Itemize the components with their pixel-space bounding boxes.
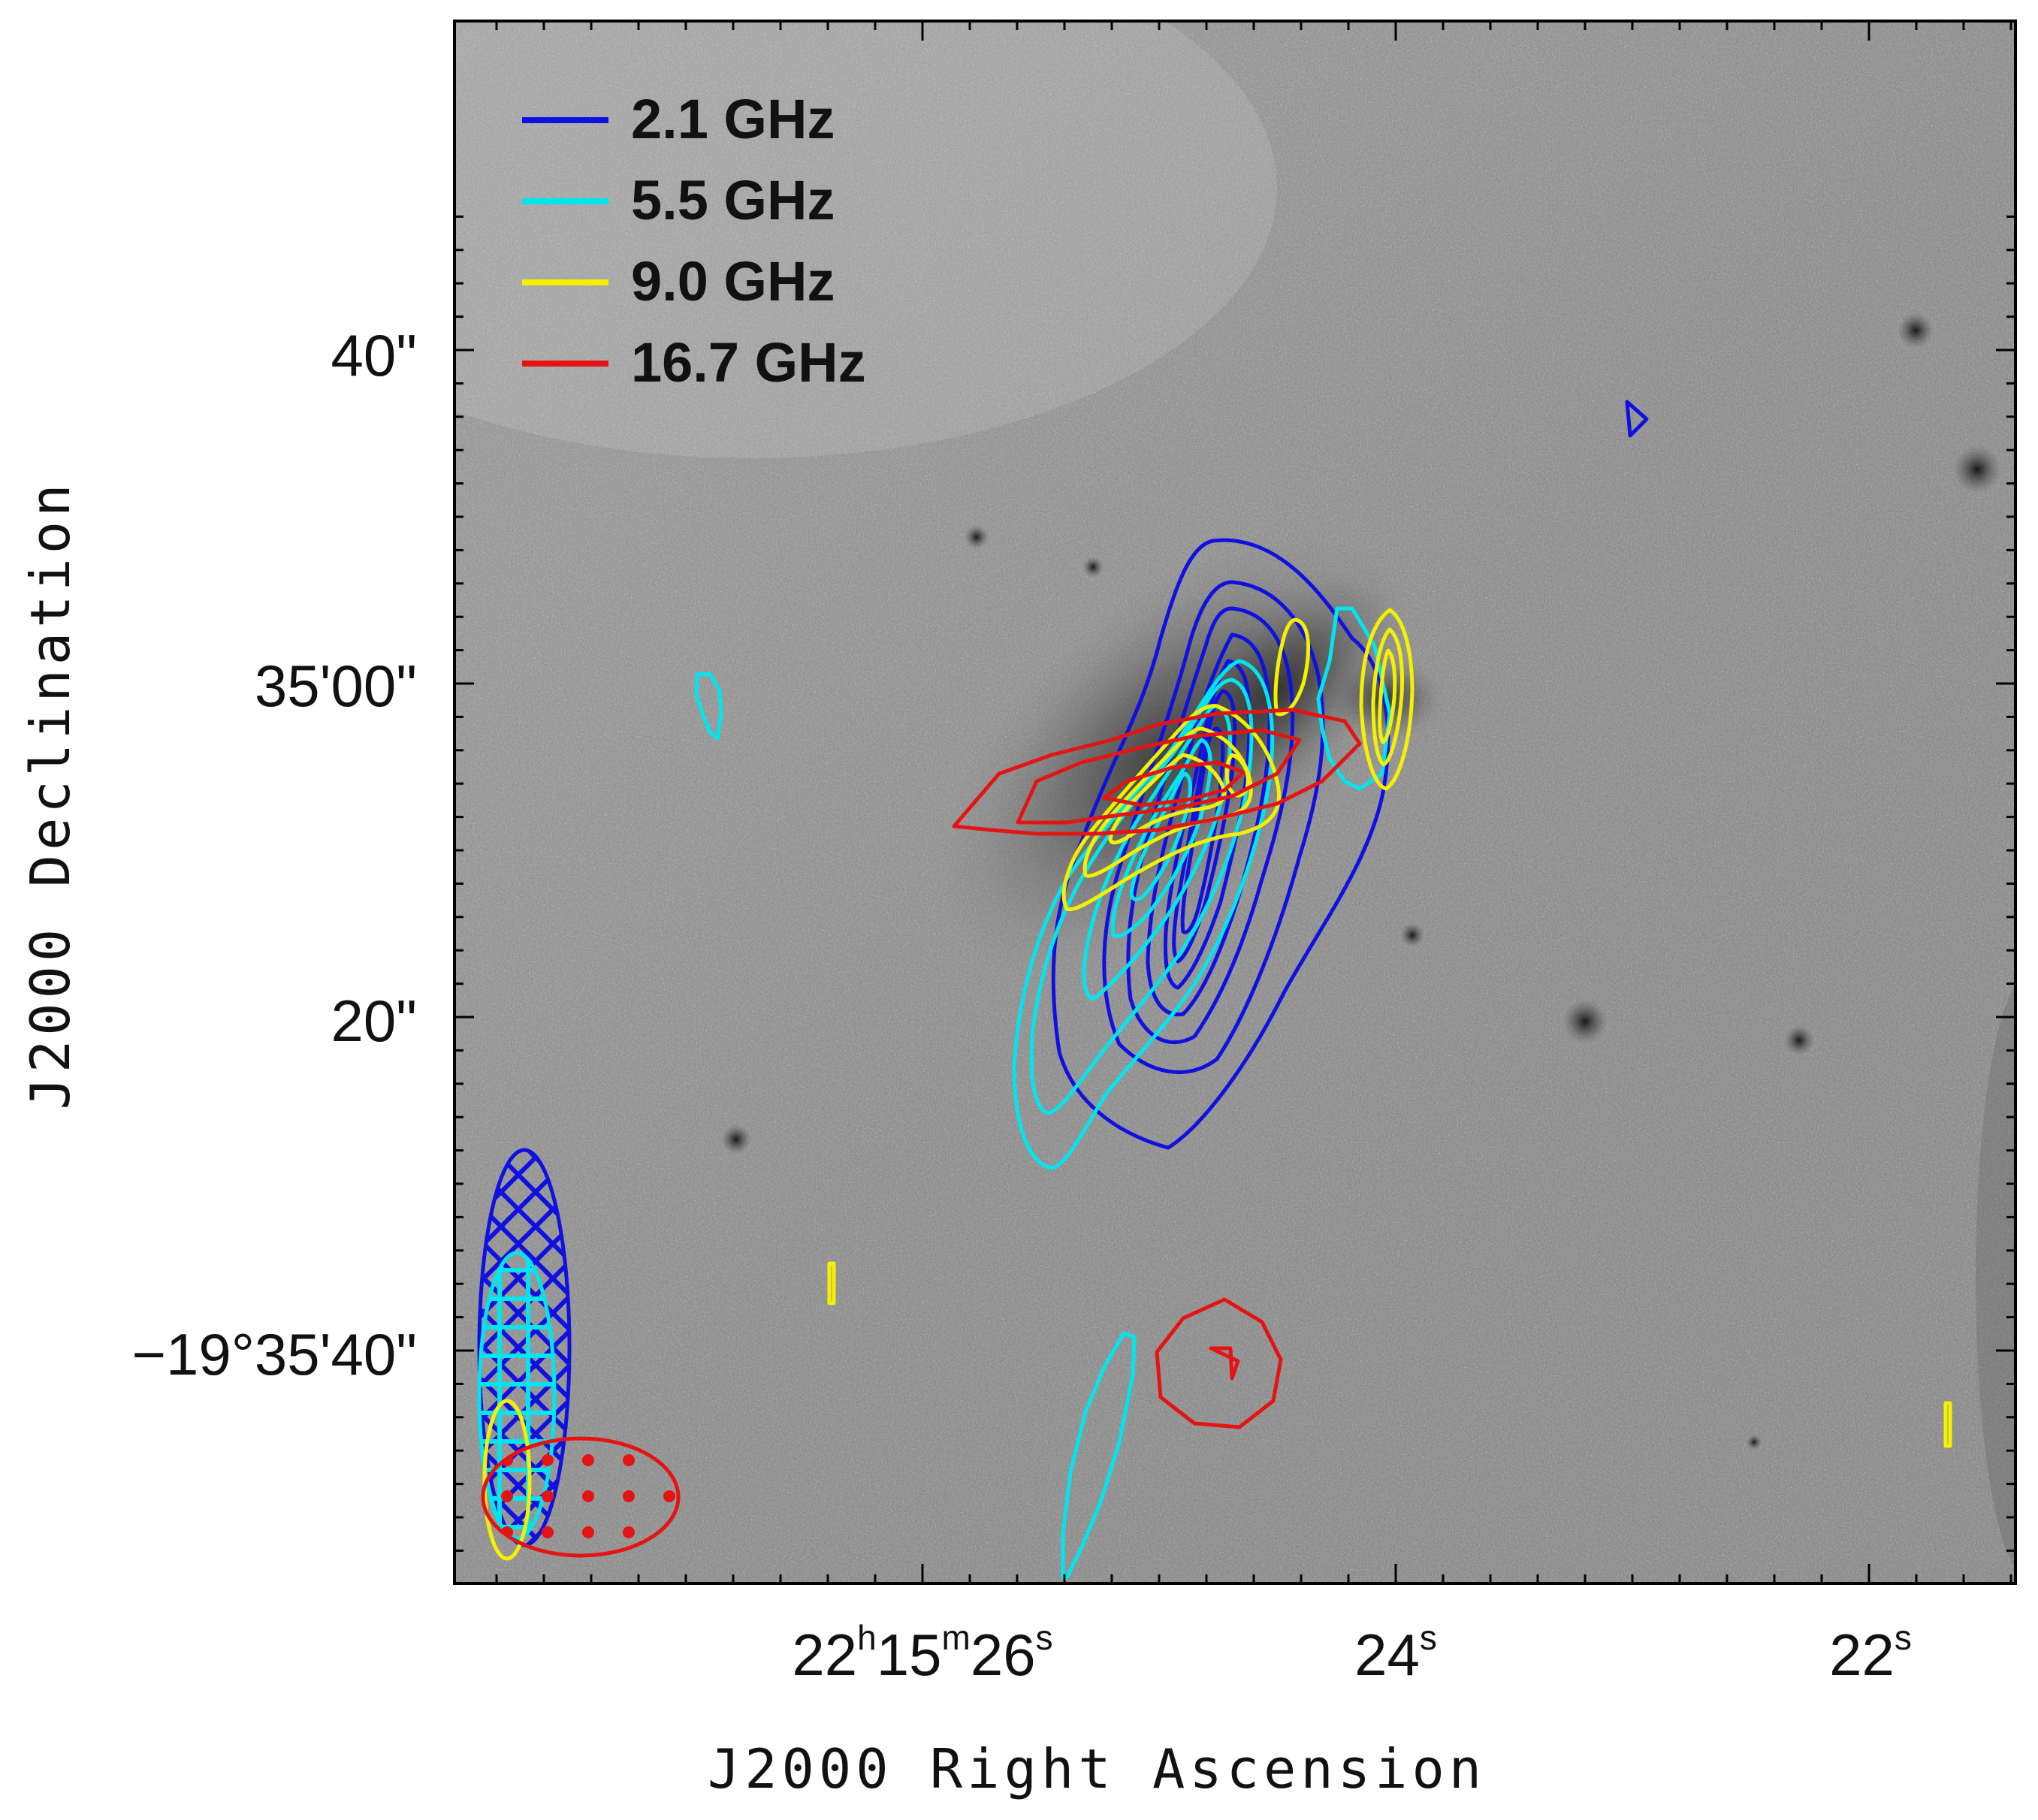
contours-16-7-ghz bbox=[481, 708, 1362, 1558]
contour-level bbox=[1371, 627, 1404, 767]
contour-level bbox=[1172, 689, 1237, 964]
x-tick-label: 22s bbox=[1829, 1618, 1912, 1688]
legend-entry-9-0-ghz: 9.0 GHz bbox=[522, 250, 835, 312]
contour-level bbox=[827, 1261, 836, 1305]
contour-level bbox=[1082, 704, 1232, 1001]
y-tick-label: −19°35'40" bbox=[131, 1321, 417, 1387]
star bbox=[1747, 1435, 1762, 1450]
contour-level bbox=[1625, 400, 1649, 438]
tick-marks bbox=[454, 21, 2015, 1583]
star bbox=[1400, 923, 1424, 947]
x-tick-labels: 22h15m26s 24s 22s bbox=[792, 1618, 1911, 1688]
contour-level bbox=[1061, 704, 1282, 912]
plot-area bbox=[454, 21, 2015, 1583]
contours-9-0-ghz bbox=[482, 608, 1952, 1561]
contour-level bbox=[1110, 738, 1212, 938]
contour-level bbox=[1061, 1331, 1137, 1580]
star bbox=[1898, 312, 1934, 349]
contour-level bbox=[1102, 760, 1245, 807]
contour-level bbox=[1163, 659, 1251, 990]
bright-sky-region bbox=[454, 21, 1277, 458]
contour-level bbox=[1155, 1297, 1283, 1429]
contour-level bbox=[1146, 632, 1272, 1017]
legend-label: 2.1 GHz bbox=[631, 88, 835, 150]
star bbox=[965, 525, 989, 549]
y-tick-labels: 40" 35'00" 20" −19°35'40" bbox=[131, 322, 417, 1387]
star bbox=[1562, 999, 1608, 1044]
legend-entry-16-7-ghz: 16.7 GHz bbox=[522, 331, 866, 394]
legend-label: 5.5 GHz bbox=[631, 169, 835, 231]
y-tick-label: 40" bbox=[331, 322, 417, 388]
legend-entry-2-1-ghz: 2.1 GHz bbox=[522, 88, 835, 150]
sky-gradient-right bbox=[1976, 985, 2015, 1568]
contour-level bbox=[1943, 1401, 1952, 1448]
contour-level bbox=[1012, 659, 1275, 1170]
star bbox=[1082, 557, 1104, 578]
star bbox=[721, 1124, 751, 1154]
contour-level bbox=[1108, 753, 1227, 845]
x-tick-label: 24s bbox=[1354, 1618, 1437, 1688]
contour-level bbox=[1359, 608, 1415, 791]
y-tick-label: 35'00" bbox=[255, 653, 417, 719]
contour-level bbox=[1273, 617, 1310, 717]
star bbox=[1784, 1025, 1814, 1055]
y-tick-label: 20" bbox=[331, 988, 417, 1054]
x-axis-title: J2000 Right Ascension bbox=[708, 1737, 1486, 1800]
x-tick-label: 22h15m26s bbox=[792, 1618, 1052, 1688]
legend-entry-5-5-ghz: 5.5 GHz bbox=[522, 169, 835, 231]
contour-level bbox=[952, 708, 1362, 836]
plot-frame bbox=[453, 20, 2017, 1585]
contour-level bbox=[1209, 1346, 1240, 1381]
legend-label: 9.0 GHz bbox=[631, 250, 835, 312]
contour-level bbox=[1126, 606, 1295, 1045]
beam-16-7-ghz bbox=[481, 1436, 681, 1558]
star bbox=[1953, 445, 2001, 493]
contour-level bbox=[1102, 580, 1325, 1074]
y-axis-title: J2000 Declination bbox=[19, 480, 82, 1110]
contour-level bbox=[1378, 648, 1397, 744]
legend: 2.1 GHz 5.5 GHz 9.0 GHz 16.7 GHz bbox=[522, 88, 866, 394]
contour-level bbox=[694, 672, 723, 741]
legend-label: 16.7 GHz bbox=[631, 331, 866, 394]
contour-level bbox=[1016, 728, 1302, 825]
